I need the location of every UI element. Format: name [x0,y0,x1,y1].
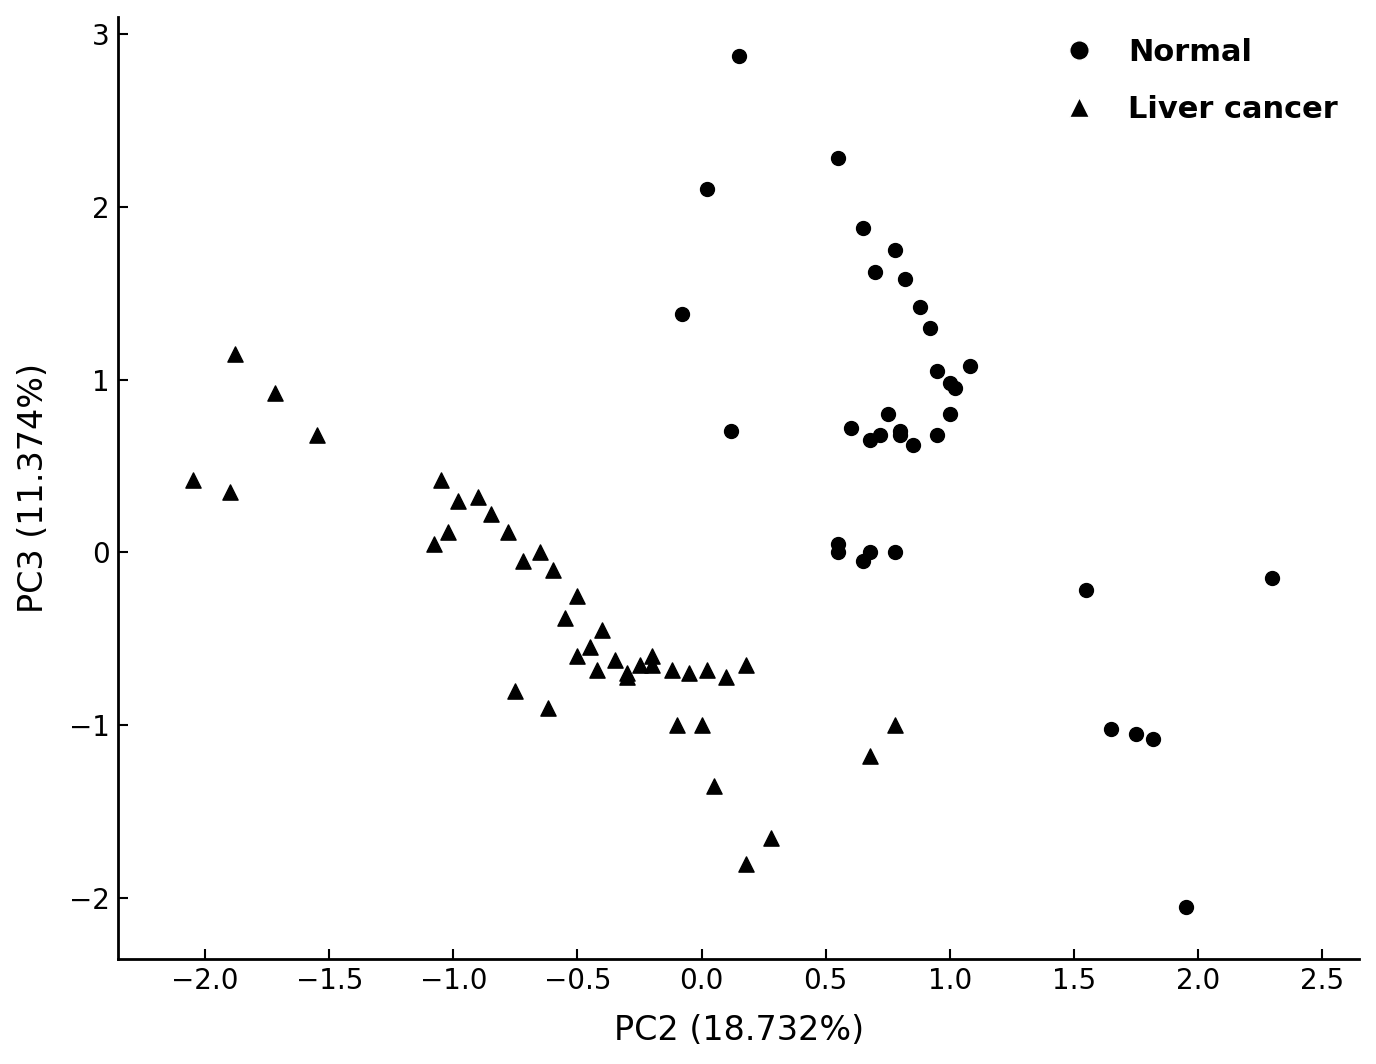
Point [592,621,614,638]
Point [864,264,886,281]
Point [1175,898,1197,915]
Point [305,427,327,444]
Point [889,422,911,439]
Legend: Normal, Liver cancer: Normal, Liver cancer [1036,26,1350,136]
Point [695,181,717,198]
Point [695,662,717,679]
Point [910,299,932,316]
Point [926,427,948,444]
Point [926,363,948,380]
Point [827,150,849,167]
Point [852,552,874,569]
Point [735,855,757,872]
Point [542,561,564,578]
Point [885,544,907,561]
Point [1262,570,1284,587]
Point [579,639,601,656]
Point [219,483,241,500]
Point [555,610,577,627]
X-axis label: PC2 (18.732%): PC2 (18.732%) [614,1014,864,1047]
Point [660,662,682,679]
Point [860,432,882,449]
Point [438,523,460,541]
Point [480,505,502,522]
Point [691,717,713,734]
Point [429,471,451,488]
Point [721,422,743,439]
Point [944,380,966,397]
Point [629,656,651,674]
Point [885,242,907,259]
Point [959,358,981,375]
Point [827,544,849,561]
Point [422,535,444,552]
Point [877,405,899,422]
Point [1101,720,1123,737]
Point [860,748,882,765]
Point [1142,731,1164,748]
Point [938,405,960,422]
Point [666,717,688,734]
Y-axis label: PC3 (11.374%): PC3 (11.374%) [17,363,50,613]
Point [670,305,692,322]
Point [703,777,725,794]
Point [604,651,626,668]
Point [447,492,469,509]
Point [505,682,527,699]
Point [889,427,911,444]
Point [641,648,663,665]
Point [827,535,849,552]
Point [885,717,907,734]
Point [728,48,750,65]
Point [1075,582,1097,599]
Point [919,319,941,336]
Point [938,375,960,392]
Point [468,488,490,505]
Point [735,656,757,674]
Point [839,419,861,436]
Point [537,699,559,716]
Point [894,271,916,288]
Point [567,587,589,604]
Point [224,345,246,362]
Point [1126,726,1148,743]
Point [678,665,700,682]
Point [616,665,638,682]
Point [716,668,738,685]
Point [616,668,638,685]
Point [567,648,589,665]
Point [641,656,663,674]
Point [497,523,519,541]
Point [264,385,286,402]
Point [586,662,608,679]
Point [852,219,874,236]
Point [760,829,782,846]
Point [182,471,204,488]
Point [512,552,534,569]
Point [530,544,552,561]
Point [860,544,882,561]
Point [870,427,892,444]
Point [901,436,923,453]
